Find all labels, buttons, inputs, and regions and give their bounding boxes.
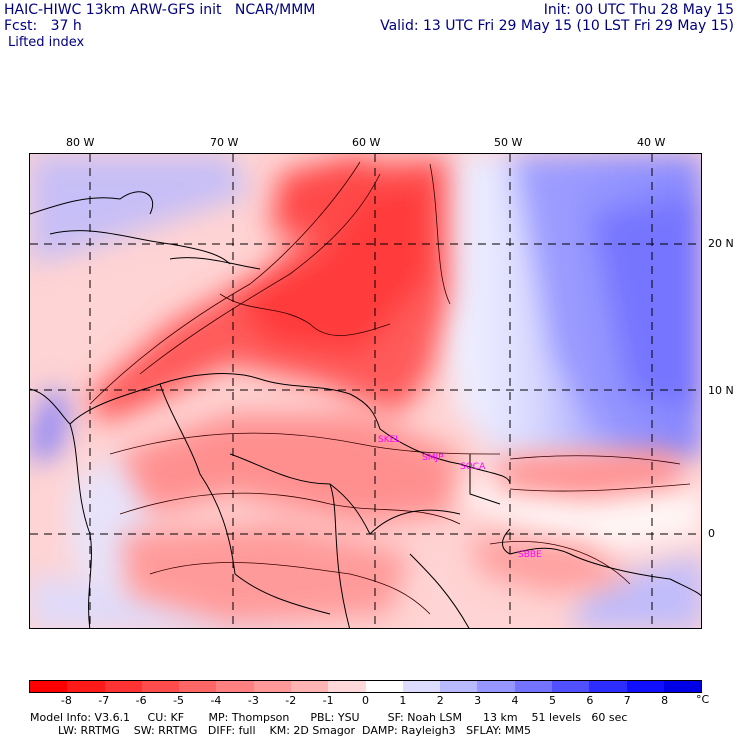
valid-time: Valid: 13 UTC Fri 29 May 15 (10 LST Fri … [380, 18, 734, 34]
colorbar-swatch [104, 681, 142, 692]
lon-label-50w: 50 W [494, 136, 523, 149]
station-sbbe: SBBE [518, 550, 542, 560]
coastlines [30, 191, 701, 628]
colorbar-swatch [663, 681, 702, 692]
lon-label-40w: 40 W [637, 136, 666, 149]
colorbar-swatch [402, 681, 441, 692]
colorbar-swatch [30, 681, 68, 692]
station-smjp: SMJP [422, 453, 444, 463]
colorbar-tick-label: -8 [60, 694, 72, 707]
li-contours [89, 161, 691, 615]
model-info-line2: LW: RRTMG SW: RRTMG DIFF: full KM: 2D Sm… [30, 724, 531, 737]
station-labels: SKEL SMJP SOCA SBBE [378, 435, 542, 560]
colorbar-tick-label: 7 [623, 694, 631, 707]
lat-label-20n: 20 N [708, 237, 734, 250]
colorbar-swatch [514, 681, 552, 692]
colorbar-tick-label: -2 [285, 694, 297, 707]
station-soca: SOCA [460, 462, 486, 472]
colorbar-swatch [290, 681, 329, 692]
colorbar-swatch [141, 681, 180, 692]
model-title: HAIC-HIWC 13km ARW-GFS init NCAR/MMM [4, 2, 316, 18]
colorbar-swatch [365, 681, 403, 692]
colorbar-swatch [440, 681, 478, 692]
colorbar-tick-label: 4 [511, 694, 519, 707]
lat-label-0: 0 [708, 527, 715, 540]
colorbar-tick-label: 0 [362, 694, 369, 707]
colorbar-tick-label: 6 [586, 694, 594, 707]
colorbar-swatch [179, 681, 217, 692]
colorbar-swatch [551, 681, 590, 692]
colorbar-unit: °C [696, 693, 710, 706]
colorbar-tick-label: -6 [135, 694, 147, 707]
colorbar-swatch [626, 681, 664, 692]
colorbar-tick-label: 8 [661, 694, 669, 707]
map-canvas: SKEL SMJP SOCA SBBE [30, 154, 701, 628]
colorbar-tick-label: 1 [399, 694, 407, 707]
colorbar-tick-label: -5 [173, 694, 185, 707]
colorbar-tick-label: 2 [436, 694, 444, 707]
colorbar-tick-label: -3 [247, 694, 259, 707]
negative-li-region [90, 154, 690, 624]
colorbar-swatch [253, 681, 291, 692]
colorbar-swatch [216, 681, 254, 692]
colorbar-tick-label: -4 [210, 694, 222, 707]
colorbar-tick-label: 3 [474, 694, 482, 707]
station-skel: SKEL [378, 435, 400, 445]
colorbar-swatch [589, 681, 627, 692]
lifted-index-map: SKEL SMJP SOCA SBBE [29, 153, 702, 629]
colorbar-tick-label: -7 [98, 694, 110, 707]
lon-label-60w: 60 W [352, 136, 381, 149]
colorbar-swatch [328, 681, 366, 692]
field-name: Lifted index [8, 35, 85, 50]
model-info-line1: Model Info: V3.6.1 CU: KF MP: Thompson P… [30, 711, 628, 724]
colorbar-swatch [67, 681, 105, 692]
lon-label-80w: 80 W [66, 136, 95, 149]
colorbar-swatch [477, 681, 515, 692]
init-time: Init: 00 UTC Thu 28 May 15 [543, 2, 734, 18]
colorbar-tick-label: 5 [548, 694, 556, 707]
forecast-hour: Fcst: 37 h [4, 18, 82, 34]
colorbar-tick-label: -1 [322, 694, 334, 707]
lat-label-10n: 10 N [708, 384, 734, 397]
lon-label-70w: 70 W [210, 136, 239, 149]
colorbar [29, 680, 702, 693]
